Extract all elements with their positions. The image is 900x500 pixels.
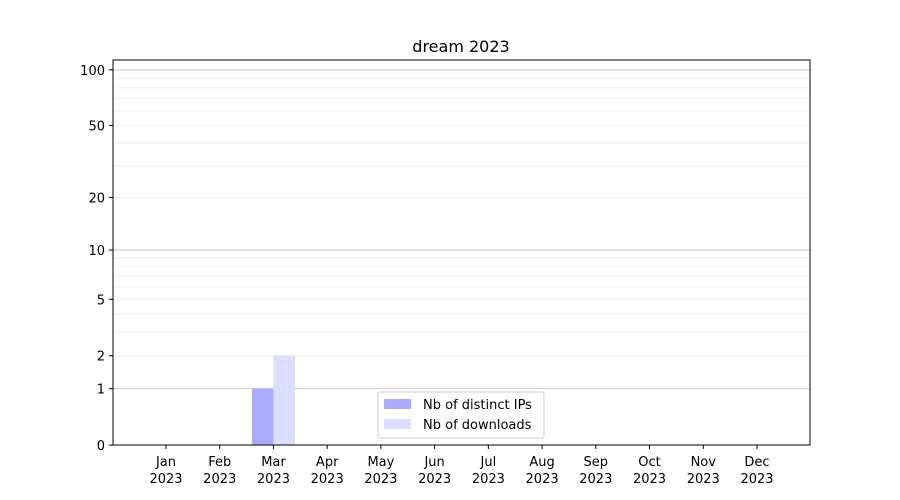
x-tick-label: Sep 2023: [579, 455, 612, 487]
y-tick-label: 50: [88, 119, 105, 134]
legend-swatch: [384, 419, 411, 429]
x-tick-label: Feb 2023: [203, 455, 236, 487]
x-tick-label: Nov 2023: [687, 455, 720, 487]
y-tick-label: 2: [97, 350, 105, 365]
y-tick-label: 100: [80, 64, 105, 79]
legend-swatch: [384, 399, 411, 409]
chart-title: dream 2023: [412, 37, 509, 56]
x-tick-label: Oct 2023: [633, 455, 666, 487]
x-tick-label: Apr 2023: [311, 455, 344, 487]
x-tick-label: Jul 2023: [472, 455, 505, 487]
x-tick-label: Dec 2023: [740, 455, 773, 487]
y-tick-label: 5: [97, 293, 105, 308]
plot-frame: [112, 59, 811, 446]
x-tick-label: Jun 2023: [418, 455, 451, 487]
bar-nb-of-distinct-ips: [251, 388, 274, 445]
x-tick-label: Mar 2023: [257, 455, 290, 487]
y-tick-label: 0: [97, 439, 105, 454]
bar-nb-of-downloads: [273, 355, 295, 445]
legend-label: Nb of distinct IPs: [423, 398, 532, 413]
x-tick-label: May 2023: [364, 455, 397, 487]
grid: [113, 69, 810, 446]
legend: Nb of distinct IPs Nb of downloads: [377, 391, 545, 439]
y-axis: 0 1 2 5 10 20 50 100: [80, 64, 113, 454]
legend-label: Nb of downloads: [423, 418, 532, 433]
y-tick-label: 1: [97, 383, 105, 398]
bars: [251, 355, 295, 445]
x-tick-label: Aug 2023: [526, 455, 559, 487]
x-tick-label: Jan 2023: [149, 455, 182, 487]
x-axis: Jan 2023 Feb 2023 Mar 2023 Apr 2023 May 2023 Jun 20…: [149, 445, 774, 487]
y-tick-label: 20: [88, 192, 105, 207]
y-tick-label: 10: [88, 244, 105, 259]
